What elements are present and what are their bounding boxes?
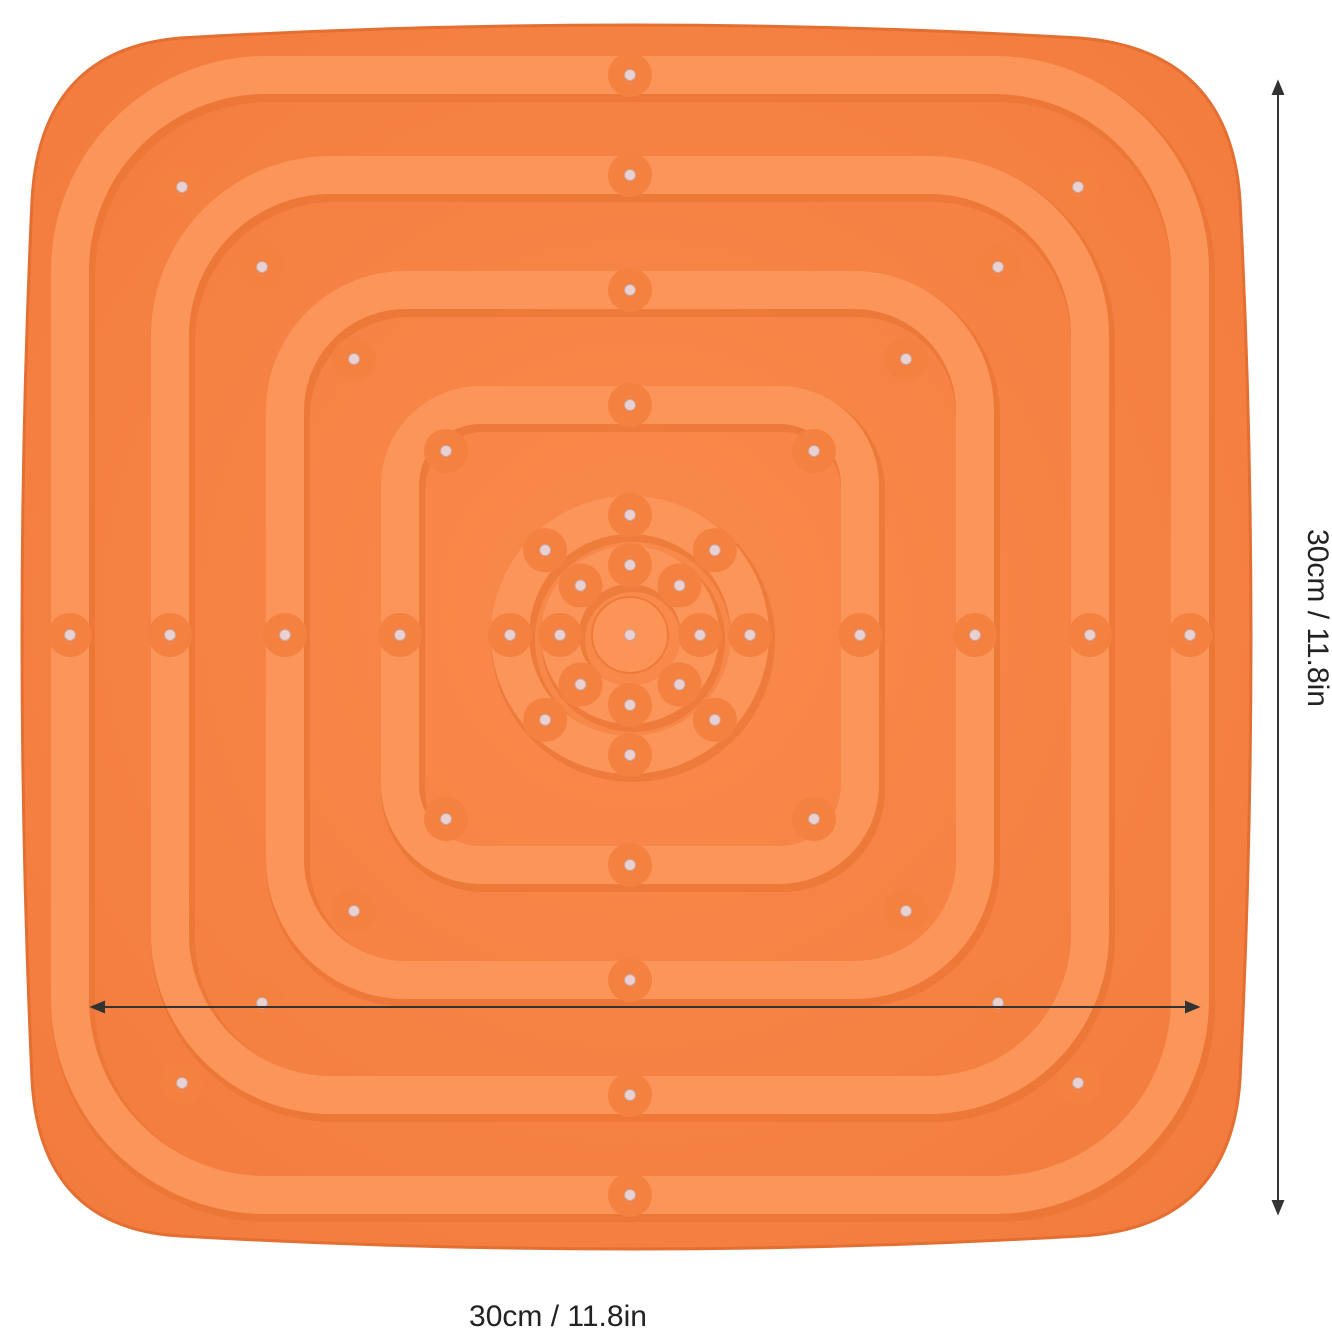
hole xyxy=(624,1089,636,1101)
hole xyxy=(624,699,636,711)
hole xyxy=(574,678,587,691)
hole xyxy=(808,813,820,825)
hole xyxy=(992,997,1004,1009)
hole xyxy=(624,974,636,986)
hole xyxy=(1072,181,1084,193)
hole xyxy=(624,284,636,296)
hole xyxy=(539,713,552,726)
hole xyxy=(348,905,360,917)
arrow-head xyxy=(1271,79,1285,95)
height-label: 30cm / 11.8in xyxy=(1301,529,1332,707)
hole xyxy=(164,629,176,641)
arrow-head xyxy=(89,1000,105,1014)
hole xyxy=(624,509,636,521)
hole xyxy=(969,629,981,641)
hole xyxy=(176,1077,188,1089)
hole xyxy=(694,629,706,641)
hole xyxy=(624,169,636,181)
hole xyxy=(554,629,566,641)
hole xyxy=(256,261,268,273)
hole xyxy=(624,859,636,871)
hole xyxy=(394,629,406,641)
hole xyxy=(440,813,452,825)
hole xyxy=(64,629,76,641)
hole xyxy=(256,997,268,1009)
hole xyxy=(624,559,636,571)
hole xyxy=(992,261,1004,273)
hole xyxy=(624,69,636,81)
hole xyxy=(504,629,516,641)
hole xyxy=(624,1189,636,1201)
hole xyxy=(624,399,636,411)
hole xyxy=(900,353,912,365)
hole xyxy=(744,629,756,641)
holes xyxy=(64,69,1196,1201)
hole xyxy=(539,544,552,557)
hole xyxy=(673,579,686,592)
arrow-head xyxy=(1185,1000,1201,1014)
width-dimension xyxy=(89,1000,1201,1014)
hole xyxy=(708,544,721,557)
hole xyxy=(1184,629,1196,641)
hole xyxy=(574,579,587,592)
hole xyxy=(279,629,291,641)
hole xyxy=(348,353,360,365)
height-dimension xyxy=(1271,79,1285,1216)
hole xyxy=(900,905,912,917)
hole xyxy=(808,445,820,457)
hole xyxy=(440,445,452,457)
hole xyxy=(624,629,636,641)
hole xyxy=(673,678,686,691)
arrow-head xyxy=(1271,1200,1285,1216)
hole xyxy=(624,749,636,761)
hole xyxy=(708,713,721,726)
hole xyxy=(1072,1077,1084,1089)
hole xyxy=(1084,629,1096,641)
hole xyxy=(854,629,866,641)
hole xyxy=(176,181,188,193)
width-label: 30cm / 11.8in xyxy=(469,1300,647,1333)
